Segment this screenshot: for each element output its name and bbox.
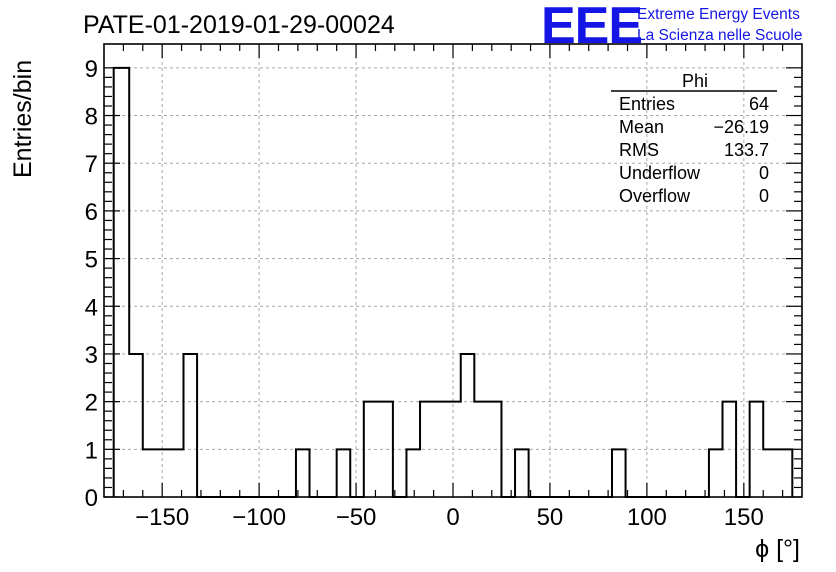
x-axis-label: ϕ [°]	[755, 535, 800, 563]
y-tick-label: 1	[85, 437, 98, 464]
x-tick-label: −50	[336, 504, 377, 531]
x-tick-label: −100	[232, 504, 286, 531]
axis-ticks: −150 −100 −50 0 50 100 150 0 1 2 3 4 5 6 7 8 9	[85, 44, 802, 531]
y-tick-label: 4	[85, 294, 98, 321]
stats-title: Phi	[682, 71, 708, 91]
y-tick-label: 3	[85, 342, 98, 369]
y-tick-label: 2	[85, 390, 98, 417]
stats-row-label: Underflow	[619, 163, 701, 183]
y-axis-label: Entries/bin	[9, 60, 37, 178]
x-tick-label: 100	[627, 504, 667, 531]
y-tick-label: 9	[85, 56, 98, 83]
stats-row-label: Overflow	[619, 186, 691, 206]
stats-row-value: 0	[759, 163, 769, 183]
stats-row-label: RMS	[619, 140, 659, 160]
stats-row-value: −26.19	[713, 117, 769, 137]
y-tick-label: 0	[85, 485, 98, 512]
stats-row-label: Entries	[619, 94, 675, 114]
y-tick-label: 5	[85, 247, 98, 274]
logo-line-1: Extreme Energy Events	[637, 6, 800, 23]
x-tick-label: 0	[446, 504, 459, 531]
chart-title: PATE-01-2019-01-29-00024	[83, 11, 395, 39]
y-tick-label: 7	[85, 151, 98, 178]
histogram-outline	[112, 66, 794, 498]
x-tick-label: −150	[135, 504, 189, 531]
grid	[104, 44, 802, 497]
y-tick-label: 8	[85, 104, 98, 131]
stats-row-label: Mean	[619, 117, 664, 137]
x-tick-label: 50	[537, 504, 564, 531]
stats-box: Phi Entries 64 Mean −26.19 RMS 133.7 Underflow…	[611, 71, 777, 206]
y-tick-label: 6	[85, 199, 98, 226]
logo-line-2: La Scienza nelle Scuole	[637, 27, 802, 44]
stats-row-value: 133.7	[724, 140, 769, 160]
x-tick-label: 150	[724, 504, 764, 531]
logo-mark: EEE	[541, 0, 642, 55]
stats-row-value: 0	[759, 186, 769, 206]
stats-row-value: 64	[749, 94, 769, 114]
